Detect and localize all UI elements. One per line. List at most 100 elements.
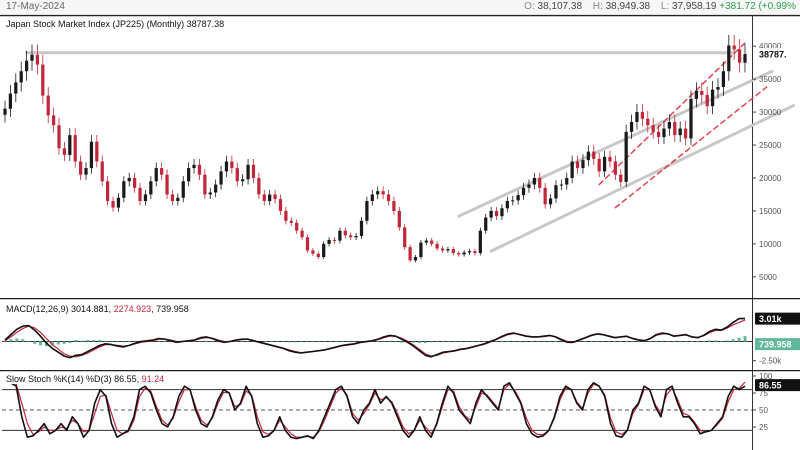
candle-body <box>575 161 580 169</box>
price-pane[interactable]: Japan Stock Market Index (JP225) (Monthl… <box>0 15 800 298</box>
candle-body <box>224 161 229 172</box>
candle-body <box>338 230 342 241</box>
macd-histogram-bar <box>743 336 747 342</box>
candle-body <box>106 181 110 202</box>
candle-body <box>500 208 504 217</box>
macd-histogram-bar <box>352 341 356 342</box>
macd-histogram-bar <box>299 341 303 343</box>
stoch-title-label: Slow Stoch %K(14) %D(3) <box>6 374 112 384</box>
candle-body <box>559 184 563 186</box>
candle-body <box>565 177 569 185</box>
macd-histogram-bar <box>287 341 291 343</box>
candle-body <box>376 191 380 195</box>
macd-histogram-bar <box>524 341 528 343</box>
candle-body <box>440 248 445 251</box>
macd-pane-title: MACD(12,26,9) 3014.881, 2274.923, 739.95… <box>4 304 191 314</box>
candle-body <box>727 45 731 72</box>
macd-histogram-bar <box>133 340 137 342</box>
macd-histogram-bar <box>435 340 439 342</box>
high-label: H: <box>592 1 603 12</box>
candle-body <box>716 87 720 90</box>
candle-body <box>597 158 601 172</box>
macd-histogram-bar <box>678 341 682 343</box>
candle-body <box>430 240 434 244</box>
macd-title-label: MACD(12,26,9) <box>6 304 69 314</box>
candle-body <box>381 191 385 195</box>
macd-histogram-bar <box>115 341 119 343</box>
macd-histogram-bar <box>15 338 19 342</box>
macd-histogram-bar <box>311 341 315 343</box>
stoch-k-line <box>4 378 746 440</box>
macd-histogram-bar <box>518 341 522 343</box>
candle-body <box>176 197 180 202</box>
candle-body <box>457 253 461 255</box>
macd-histogram-bar <box>281 341 285 343</box>
macd-histogram-bar <box>477 341 481 342</box>
macd-histogram-bar <box>163 341 167 343</box>
macd-histogram-bar <box>269 341 273 343</box>
macd-histogram-bar <box>39 341 43 346</box>
macd-histogram-bar <box>494 341 498 342</box>
candle-body <box>95 141 99 162</box>
candle-body <box>84 168 88 175</box>
macd-histogram-bar <box>506 340 510 342</box>
macd-histogram-bar <box>388 340 392 342</box>
open-label: O: <box>524 1 535 12</box>
open-value: 38,107.38 <box>537 1 583 12</box>
candle-body <box>278 199 283 211</box>
candle-body <box>62 148 67 155</box>
macd-histogram-bar <box>583 341 587 342</box>
y-tick-label: 25 <box>759 423 768 432</box>
macd-histogram-bar <box>86 340 90 342</box>
candle-body <box>116 197 121 208</box>
candle-body <box>68 135 72 155</box>
candle-body <box>521 187 526 196</box>
candle-body <box>149 181 153 195</box>
candle-body <box>332 239 337 241</box>
macd-histogram-bar <box>92 340 96 342</box>
candle-body <box>203 174 207 195</box>
price-chart-svg[interactable]: 5000 10000 15000 20000 25000 30000 35000 400003… <box>0 15 800 298</box>
candle-body <box>322 243 326 258</box>
y-tick-label: 10000 <box>759 240 782 249</box>
macd-histogram-bar <box>240 341 244 342</box>
candle-body <box>446 249 450 251</box>
candle-body <box>532 177 536 185</box>
macd-histogram-bar <box>631 341 635 343</box>
macd-pane[interactable]: MACD(12,26,9) 3014.881, 2274.923, 739.95… <box>0 298 800 370</box>
y-tick-label: 20000 <box>759 174 782 183</box>
candle-body <box>570 161 574 178</box>
macd-histogram-bar <box>441 340 445 342</box>
y-tick-label: 5000 <box>759 273 777 282</box>
price-last-tag-bg <box>755 48 800 61</box>
macd-histogram-bar <box>625 341 629 342</box>
candle-body <box>230 161 234 169</box>
channel-lower-line <box>489 103 796 253</box>
stoch-pane[interactable]: Slow Stoch %K(14) %D(3) 86.55, 91.24 25 5… <box>0 370 800 450</box>
candle-body <box>419 242 423 258</box>
candle-body <box>214 184 218 193</box>
candle-body <box>489 210 493 218</box>
macd-hist-tag-bg <box>755 338 800 351</box>
y-tick-label: 50 <box>759 406 768 415</box>
candle-body <box>678 128 682 136</box>
candle-body <box>133 177 137 188</box>
candle-body <box>241 179 245 182</box>
candle-body <box>494 210 499 217</box>
macd-histogram-bar <box>500 340 504 342</box>
macd-histogram-bar <box>577 341 581 342</box>
candle-body <box>35 54 40 65</box>
macd-histogram-bar <box>234 341 238 342</box>
macd-histogram-bar <box>447 341 451 342</box>
candle-body <box>316 253 320 258</box>
y-tick-label: 40000 <box>759 42 782 51</box>
y-tick-label: 35000 <box>759 75 782 84</box>
macd-histogram-bar <box>702 341 706 342</box>
macd-histogram-bar <box>453 341 457 342</box>
candle-body <box>268 194 272 202</box>
macd-histogram-bar <box>589 341 593 342</box>
macd-histogram-bar <box>305 341 309 343</box>
macd-histogram-bar <box>335 341 339 342</box>
macd-histogram-bar <box>98 340 102 342</box>
macd-histogram-bar <box>382 340 386 342</box>
